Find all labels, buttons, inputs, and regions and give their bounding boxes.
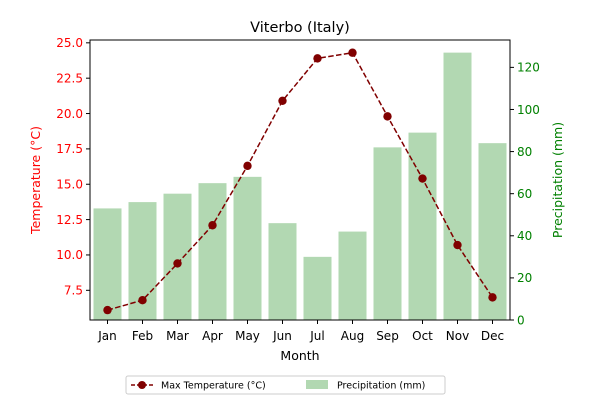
precipitation-bars [93,52,507,320]
right-y-tick-label: 20 [517,271,532,285]
left-y-tick-label: 15.0 [56,178,83,192]
temperature-point-jun [278,96,287,106]
temperature-point-aug [348,48,357,57]
left-y-axis-title: Temperature (°C) [28,126,43,235]
left-y-axis: 7.5 10.0 12.5 15.0 17.5 20.0 22.5 25.0 [56,36,90,298]
temperature-point-nov [453,240,462,250]
precipitation-bar-oct [408,132,437,320]
legend-temperature-label: Max Temperature (°C) [161,381,266,392]
precipitation-bar-nov [443,52,472,320]
left-y-tick-label: 12.5 [56,213,83,227]
x-tick-label: Aug [341,329,364,343]
legend-box [125,375,446,395]
temperature-point-jul [313,54,322,63]
x-axis-title: Month [280,348,319,363]
precipitation-bar-jun [268,223,297,320]
x-tick-label: Mar [166,329,189,343]
precipitation-bar-may [233,176,262,320]
temperature-point-apr [208,221,217,230]
x-tick-label: Feb [132,329,153,343]
precipitation-bar-aug [338,231,367,320]
temperature-point-jan [103,305,112,315]
x-tick-label: May [235,329,260,343]
x-axis: Jan Feb Mar Apr May Jun Jul Aug Sep Oct Nov Dec [97,320,504,343]
temperature-point-dec [488,293,497,302]
left-y-tick-label: 17.5 [56,142,83,156]
right-y-tick-label: 40 [517,229,532,243]
legend-precipitation-swatch-icon [306,380,328,389]
left-y-tick-label: 25.0 [56,36,83,50]
precipitation-bar-dec [478,143,507,320]
x-tick-label: Dec [481,329,504,343]
temperature-point-oct [418,174,427,183]
legend-temperature-marker-icon [138,381,146,389]
x-tick-label: Nov [446,329,469,343]
x-tick-label: Apr [202,329,223,343]
temperature-point-may [243,161,252,171]
precipitation-bar-sep [373,147,402,320]
left-y-tick-label: 22.5 [56,71,83,85]
left-y-tick-label: 10.0 [56,248,83,262]
right-y-tick-label: 100 [517,103,540,117]
legend: Max Temperature (°C) Precipitation (mm) [125,375,446,395]
x-tick-label: Sep [376,329,399,343]
right-y-tick-label: 120 [517,61,540,75]
temperature-series-line [107,51,494,311]
right-y-axis-title: Precipitation (mm) [550,122,565,238]
chart-title: Viterbo (Italy) [250,20,350,36]
x-tick-label: Jun [272,329,292,343]
right-y-tick-label: 60 [517,187,532,201]
precipitation-bar-jul [303,256,332,320]
precipitation-bar-jan [93,208,122,320]
precipitation-bar-apr [198,183,227,320]
precipitation-bar-mar [163,193,192,320]
temperature-point-mar [173,259,182,268]
right-y-tick-label: 80 [517,145,532,159]
left-y-tick-label: 7.5 [64,284,83,298]
right-y-axis: 0 20 40 60 80 100 120 [510,61,540,327]
x-tick-label: Jan [97,329,117,343]
temperature-point-feb [138,296,147,305]
right-y-tick-label: 0 [517,313,525,327]
temperature-line [103,48,497,315]
left-y-tick-label: 20.0 [56,107,83,121]
temperature-point-sep [383,112,392,121]
plot-frame [89,39,511,321]
legend-precipitation-label: Precipitation (mm) [337,381,425,392]
x-tick-label: Jul [309,329,324,343]
x-tick-label: Oct [412,329,433,343]
